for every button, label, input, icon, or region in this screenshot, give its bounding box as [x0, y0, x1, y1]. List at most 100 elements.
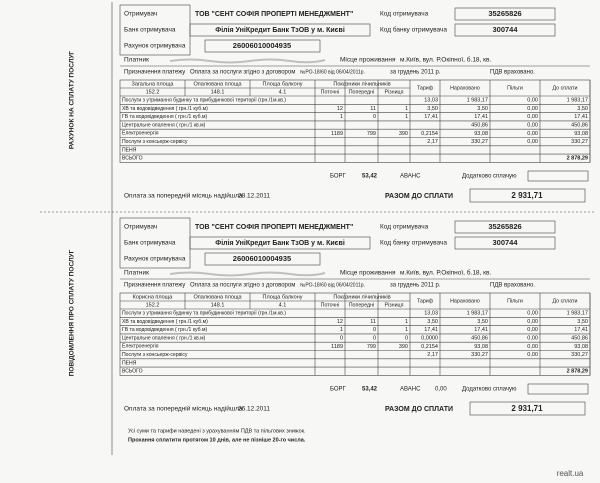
field-box: [454, 7, 556, 21]
recipient-code: 35265826: [488, 222, 521, 231]
column-header: Різниця: [385, 302, 404, 308]
cell: 0,00: [527, 131, 538, 137]
area-value: 152.2: [146, 302, 160, 308]
cell: 3,50: [477, 106, 488, 112]
column-header: До сплати: [553, 298, 578, 304]
label: Платник: [124, 57, 149, 64]
field-box: [469, 401, 586, 416]
cell: 3,50: [427, 319, 438, 325]
column-header: Нараховано: [450, 85, 480, 91]
label: Банк отримувача: [124, 27, 176, 34]
vat: ПДВ враховано.: [490, 70, 535, 76]
cell: 0,00: [527, 98, 538, 104]
cell: 1189: [331, 131, 343, 137]
residence: м.Київ, вул. Р.Окіпної, б.18, кв.: [400, 56, 491, 64]
field-box: [204, 39, 321, 53]
row-label: ГВ та водовідведення ( грн./1 куб.м): [122, 114, 207, 120]
total-label: РАЗОМ ДО СПЛАТИ: [385, 193, 453, 200]
column-header: Нараховано: [450, 298, 480, 304]
contract: №РО-18/60 від 06/04/2011р.: [300, 69, 365, 75]
column-header: Тариф: [417, 298, 434, 304]
cell: 0: [405, 336, 408, 342]
cell: 93,08: [574, 131, 588, 137]
column-header: Пільги: [507, 298, 523, 304]
purpose: Оплата за послуги згідно з договором: [190, 70, 295, 76]
cell: 93,08: [474, 131, 488, 137]
side-label: ПОВІДОМЛЕННЯ ПРО СПЛАТУ ПОСЛУГ: [69, 249, 76, 376]
label: Код банку отримувача: [380, 26, 447, 34]
field-box: [469, 188, 586, 203]
label: Платник: [124, 270, 149, 277]
cell: 0: [373, 336, 376, 342]
cell: 3,50: [477, 319, 488, 325]
label: Місце проживання: [340, 56, 396, 64]
column-header: Тариф: [417, 85, 434, 91]
purpose: Оплата за послуги згідно з договором: [190, 283, 295, 289]
cell: 0,2154: [421, 131, 438, 137]
prev-date: 26.12.2011: [238, 406, 270, 413]
cell: 0,00: [527, 123, 538, 129]
residence: м.Київ, вул. Р.Окіпної, б.18, кв.: [400, 269, 491, 277]
label: Оплата за попередній місяць надійшла: [124, 405, 243, 413]
cell: 1 983,17: [567, 311, 588, 317]
column-header: Поточні: [321, 89, 340, 95]
cell: 0: [373, 114, 376, 120]
cell: 450,86: [471, 123, 488, 129]
row-label: Послуги з консьерж-сервісу: [122, 139, 188, 145]
cell: 17,41: [424, 114, 438, 120]
cell: 11: [370, 106, 376, 112]
account: 26006010004935: [233, 41, 291, 50]
row-label: Електроенергія: [122, 131, 159, 137]
cell: 0,00: [527, 319, 538, 325]
label: АВАНС: [400, 387, 421, 393]
bank: Філія УніКредит Банк ТзОВ у м. Києві: [215, 26, 345, 34]
meter-header: Показники лічильників: [333, 294, 390, 300]
area-value: 148.1: [211, 302, 225, 308]
advance: 0,00: [435, 387, 447, 393]
cell: 0,00: [527, 336, 538, 342]
label: Додатково сплачую: [462, 174, 517, 180]
label: Місце проживання: [340, 269, 396, 277]
meter-header: Показники лічильників: [333, 81, 390, 87]
cell: 13,03: [424, 311, 438, 317]
area-header: Опалювана площа: [193, 81, 242, 87]
cell: 17,41: [474, 327, 488, 333]
row-label: Послуги з утримання будинку та прибудинк…: [122, 310, 286, 316]
column-header: Попередні: [349, 302, 375, 308]
cell: 12: [337, 319, 343, 325]
vat: ПДВ враховано.: [490, 283, 535, 289]
field-box: [454, 236, 556, 250]
cell: 17,41: [424, 327, 438, 333]
row-label: ХВ та водовідведення ( грн./1 куб.м): [122, 106, 208, 112]
area-header: Площа балкону: [262, 294, 302, 300]
cell: 17,41: [574, 114, 588, 120]
label: Додатково сплачую: [462, 387, 517, 393]
column-header: До сплати: [553, 85, 578, 91]
row-label: ХВ та водовідведення ( грн./1 куб.м): [122, 319, 208, 325]
row-label: ПЕНЯ: [122, 360, 137, 366]
row-label: Послуги з утримання будинку та прибудинк…: [122, 97, 286, 103]
cell: 2 878,29: [567, 156, 588, 162]
field-box: [527, 170, 589, 182]
row-label: Електроенергія: [122, 344, 159, 350]
cell: 11: [370, 319, 376, 325]
row-label: Центральне опалення ( грн./1 кв.м): [122, 335, 206, 341]
column-header: Пільги: [507, 85, 523, 91]
field-box: [527, 383, 589, 395]
label: Рахунок отримувача: [124, 256, 186, 263]
cell: 93,08: [474, 344, 488, 350]
cell: 2 878,29: [567, 369, 588, 375]
column-header: Різниця: [385, 89, 404, 95]
period: за грудень 2011 р.: [390, 283, 441, 289]
cell: 1: [405, 106, 408, 112]
prev-date: 28.12.2011: [238, 193, 270, 200]
area-value: 4.1: [279, 302, 287, 308]
field-box: [189, 23, 371, 37]
cell: 450,86: [471, 336, 488, 342]
cell: 1189: [331, 344, 343, 350]
row-label: Послуги з консьерж-сервісу: [122, 352, 188, 358]
label: АВАНС: [400, 174, 421, 180]
cell: 330,27: [471, 139, 488, 145]
row-label: ГВ та водовідведення ( грн./1 куб.м): [122, 327, 207, 333]
